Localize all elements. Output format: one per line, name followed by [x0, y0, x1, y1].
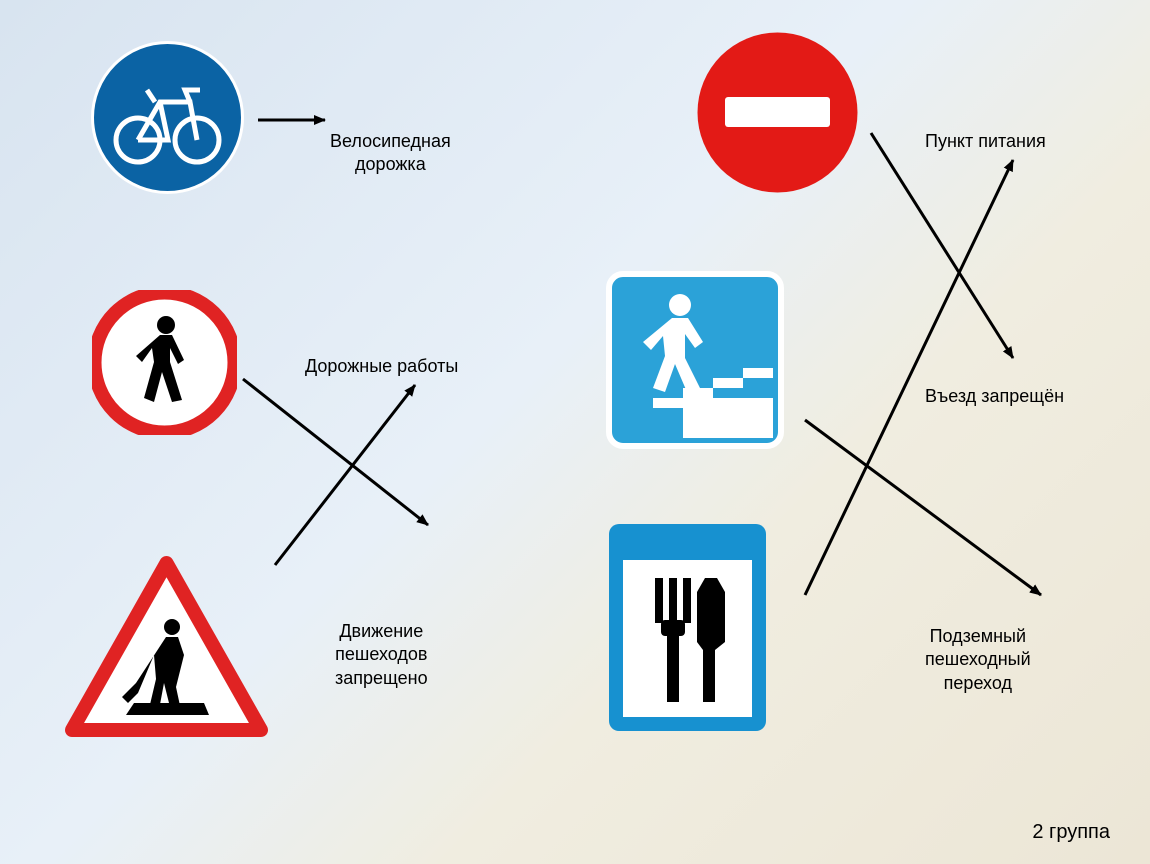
sign-food-point	[605, 520, 770, 740]
label-no-entry: Въезд запрещён	[925, 385, 1064, 408]
label-underground-crossing: Подземныйпешеходныйпереход	[925, 625, 1031, 695]
sign-roadworks	[64, 555, 269, 745]
group-label: 2 группа	[1032, 821, 1110, 844]
label-text: Въезд запрещён	[925, 386, 1064, 406]
label-text: Велосипеднаядорожка	[330, 131, 451, 174]
label-text: Движениепешеходовзапрещено	[335, 621, 428, 688]
label-food-point: Пункт питания	[925, 130, 1046, 153]
label-text: Подземныйпешеходныйпереход	[925, 626, 1031, 693]
label-text: Пункт питания	[925, 131, 1046, 151]
label-text: Дорожные работы	[305, 356, 458, 376]
sign-no-entry	[695, 30, 860, 200]
label-bike-path: Велосипеднаядорожка	[330, 130, 451, 177]
label-no-pedestrians: Движениепешеходовзапрещено	[335, 620, 428, 690]
sign-underground-crossing	[605, 270, 785, 455]
sign-no-pedestrians	[92, 290, 237, 440]
sign-bike-path	[90, 40, 245, 200]
label-roadworks: Дорожные работы	[305, 355, 458, 378]
